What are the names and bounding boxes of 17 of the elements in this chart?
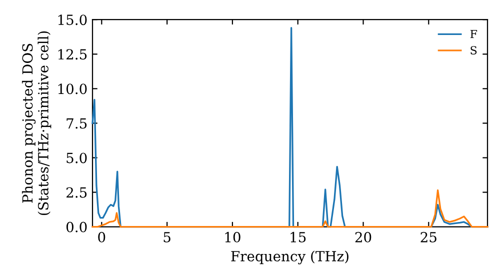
- x-tick-label: 10: [225, 232, 240, 242]
- y-tick-label: 15.0: [58, 14, 87, 26]
- legend-label: F: [470, 30, 478, 38]
- x-tick-label: 5: [164, 232, 170, 242]
- x-tick-label: 25: [420, 232, 436, 242]
- y-tick-label: 2.5: [66, 187, 87, 198]
- legend-label: S: [470, 46, 477, 55]
- y-tick-label: 0.0: [66, 222, 87, 232]
- y-tick-label: 10.0: [58, 84, 87, 94]
- x-tick-label: 0: [98, 232, 106, 242]
- x-axis-title: Frequency (THz): [231, 250, 348, 264]
- x-tick-label: 15: [290, 232, 306, 242]
- y-tick-label: 5.0: [66, 152, 87, 164]
- y-tick-label: 12.5: [58, 49, 87, 60]
- y-axis-title: Phonon projected DOS (States/THz·primitive cell): [22, 31, 52, 216]
- y-tick-label: 7.5: [66, 118, 87, 129]
- x-tick-label: 20: [355, 232, 372, 242]
